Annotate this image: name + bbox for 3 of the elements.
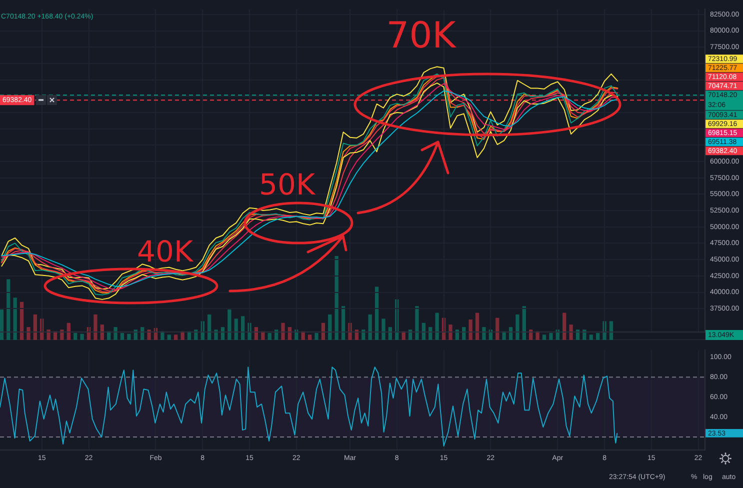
annotation: 50K bbox=[259, 168, 316, 202]
annotation: 40K bbox=[137, 234, 194, 269]
annotation: 70K bbox=[386, 15, 458, 56]
